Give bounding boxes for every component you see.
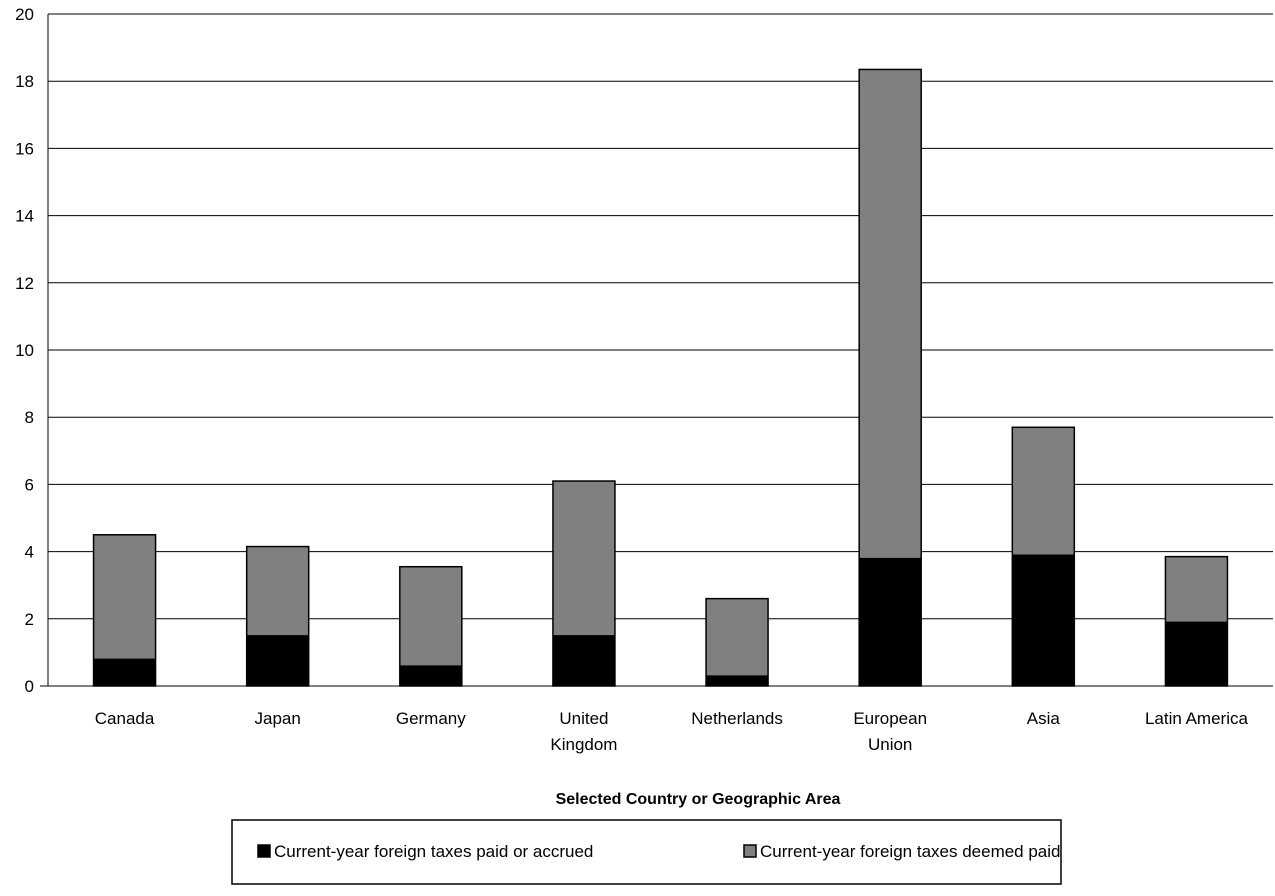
y-tick-label: 6	[25, 475, 34, 494]
bar-segment-deemed	[246, 546, 309, 636]
y-tick-label: 18	[15, 72, 34, 91]
bar-outline	[1164, 555, 1229, 687]
bar-outline	[552, 480, 616, 687]
bar-segment-deemed	[1012, 427, 1075, 555]
y-tick-label: 8	[25, 408, 34, 427]
legend-swatch-paid	[257, 844, 271, 858]
x-tick-label: European	[853, 709, 927, 728]
bar-outline	[705, 597, 769, 687]
bar-segment-paid	[93, 659, 156, 686]
x-tick-label: Union	[868, 735, 912, 754]
x-tick-label: Kingdom	[550, 735, 617, 754]
bars	[92, 68, 1229, 687]
bar-segment-deemed	[1165, 556, 1228, 623]
y-tick-label: 14	[15, 207, 34, 226]
x-tick-label: Japan	[255, 709, 301, 728]
x-tick-label: Latin America	[1145, 709, 1249, 728]
bar-segment-paid	[552, 635, 615, 686]
x-tick-label: United	[559, 709, 608, 728]
bar-segment-paid	[1165, 622, 1228, 686]
bar-outline	[399, 565, 463, 687]
y-tick-label: 20	[15, 5, 34, 24]
legend-label-paid: Current-year foreign taxes paid or accru…	[274, 842, 593, 861]
bar-segment-deemed	[859, 69, 922, 559]
bar-segment-paid	[246, 635, 309, 686]
bar-outline	[1011, 426, 1076, 687]
x-tick-label: Germany	[396, 709, 466, 728]
x-tick-label: Asia	[1027, 709, 1061, 728]
legend: Current-year foreign taxes paid or accru…	[231, 819, 1062, 885]
bar-segment-paid	[859, 558, 922, 686]
y-tick-label: 12	[15, 274, 34, 293]
bar-segment-paid	[1012, 554, 1075, 686]
y-tick-label: 4	[25, 543, 34, 562]
y-tick-label: 0	[25, 677, 34, 696]
y-tick-label: 2	[25, 610, 34, 629]
bar-segment-paid	[706, 675, 769, 686]
legend-label-deemed: Current-year foreign taxes deemed paid	[760, 842, 1061, 861]
bar-segment-deemed	[399, 566, 462, 666]
bar-outline	[858, 68, 922, 687]
bar-segment-paid	[399, 665, 462, 686]
y-tick-label: 16	[15, 139, 34, 158]
bar-outline	[92, 534, 157, 687]
bar-segment-deemed	[93, 534, 156, 660]
legend-swatch-deemed	[743, 844, 757, 858]
x-tick-label: Canada	[95, 709, 155, 728]
bar-outline	[245, 545, 310, 687]
gridlines	[48, 13, 1273, 620]
y-tick-label: 10	[15, 341, 34, 360]
bar-segment-deemed	[552, 481, 615, 636]
tick-labels: 0 2 4 6 8 10 12 14 16 18 20 Canada Japan Germany Unite…	[15, 5, 1248, 754]
legend-box	[231, 819, 1062, 885]
bar-segment-deemed	[706, 598, 769, 676]
x-axis-title: Selected Country or Geographic Area	[556, 791, 841, 808]
x-tick-label: Netherlands	[691, 709, 783, 728]
